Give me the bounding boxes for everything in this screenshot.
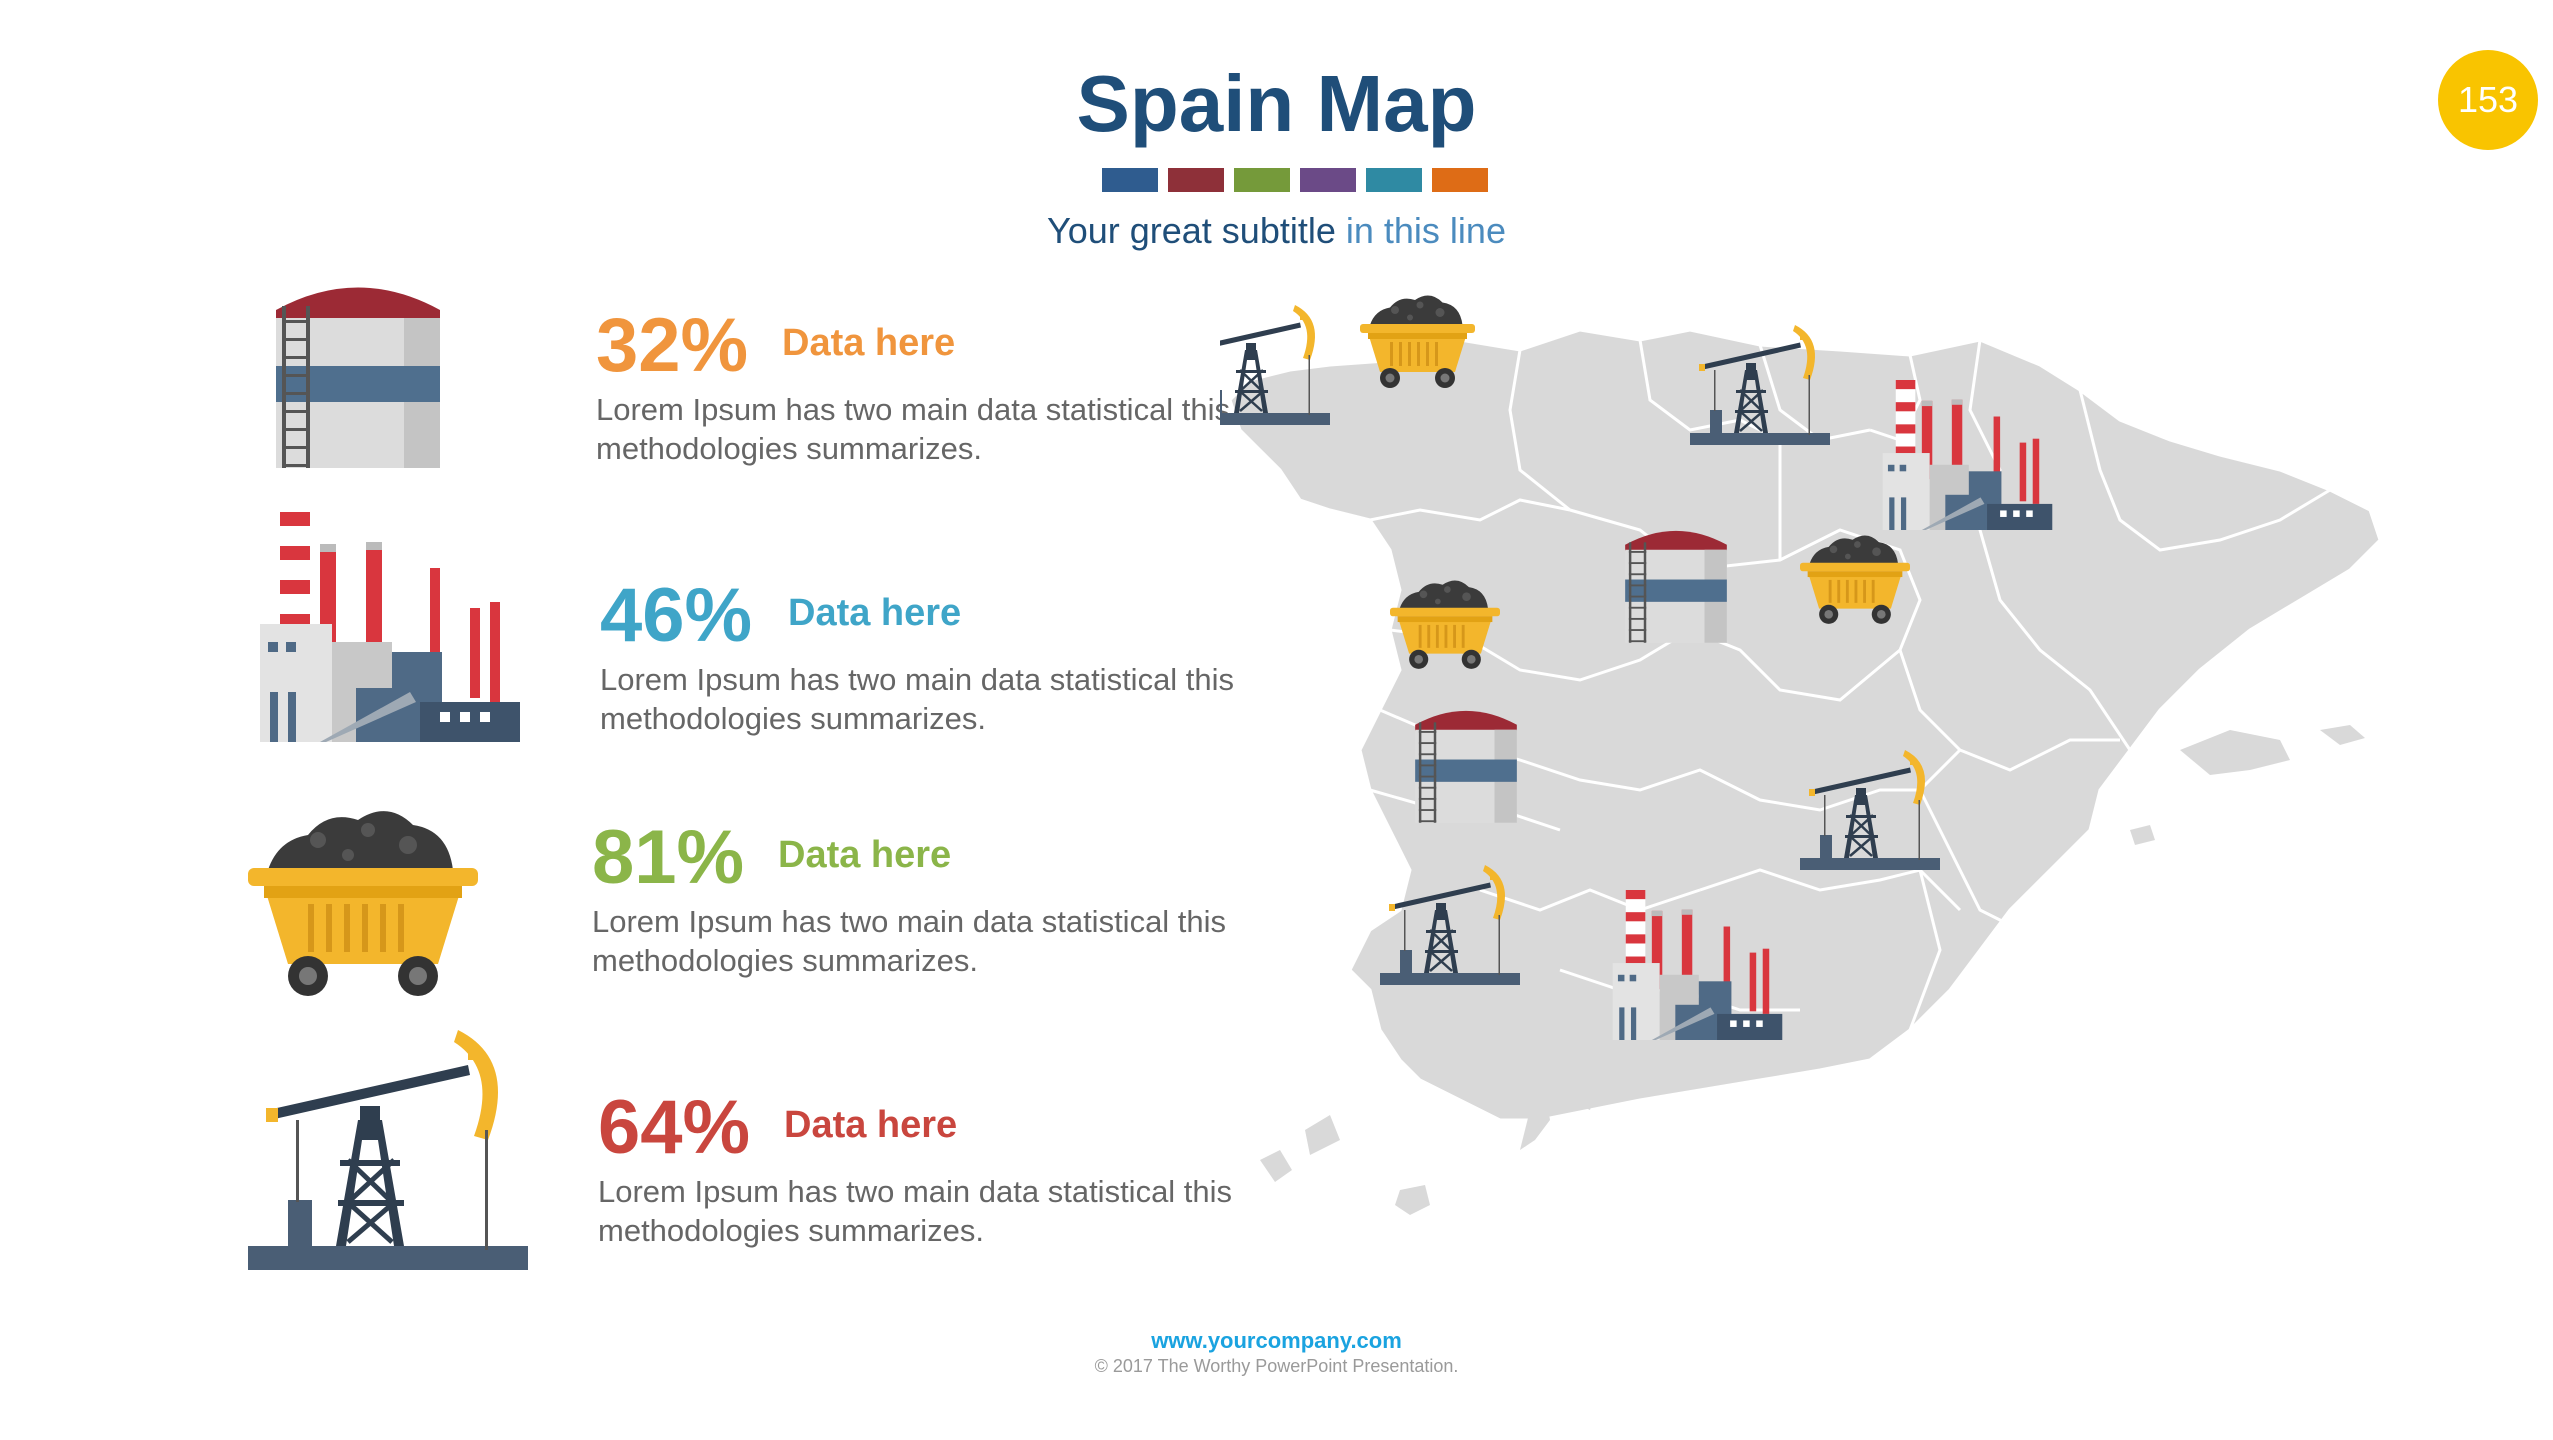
spain-mainland [1228, 328, 2382, 1122]
canary-islands [1260, 1080, 1600, 1215]
color-swatch [1432, 168, 1488, 192]
stat-percent-1: 32% [596, 303, 749, 388]
coal-cart-icon [248, 800, 478, 1000]
color-swatch [1366, 168, 1422, 192]
footer-url[interactable]: www.yourcompany.com [1151, 1328, 1402, 1353]
page-number-badge: 153 [2438, 50, 2538, 150]
stat-percent-2: 46% [600, 573, 753, 658]
stat-description-4: Lorem Ipsum has two main data statistica… [598, 1174, 1233, 1248]
stat-description-1: Lorem Ipsum has two main data statistica… [596, 392, 1231, 466]
stat-description-3: Lorem Ipsum has two main data statistica… [592, 904, 1227, 978]
stat-label-3: Data here [778, 834, 952, 876]
footer-copyright: © 2017 The Worthy PowerPoint Presentatio… [1094, 1356, 1459, 1376]
stat-description-2: Lorem Ipsum has two main data statistica… [600, 662, 1235, 736]
oil-pump-icon [248, 1020, 528, 1270]
subtitle-part-1: Your great subtitle [1047, 210, 1336, 251]
oil-tank-icon [1415, 710, 1517, 823]
stat-label-4: Data here [784, 1104, 958, 1146]
color-swatch [1234, 168, 1290, 192]
ibiza-island [2130, 825, 2155, 845]
stat-percent-3: 81% [592, 815, 745, 900]
color-swatch [1102, 168, 1158, 192]
subtitle-part-2: in this line [1345, 210, 1506, 251]
stat-percent-4: 64% [598, 1085, 751, 1170]
stat-label-2: Data here [788, 592, 962, 634]
page-subtitle: Your great subtitle in this line [0, 210, 2553, 252]
color-strip [1102, 168, 1488, 192]
color-swatch [1168, 168, 1224, 192]
spain-map [1220, 295, 2382, 1215]
stat-label-1: Data here [782, 322, 956, 364]
factory-icon [260, 512, 520, 742]
oil-tank-icon [1625, 530, 1727, 643]
page-title: Spain Map [1076, 59, 1477, 148]
balearic-islands [2180, 730, 2290, 775]
menorca-island [2320, 725, 2365, 745]
oil-tank-icon [268, 270, 448, 470]
color-swatch [1300, 168, 1356, 192]
